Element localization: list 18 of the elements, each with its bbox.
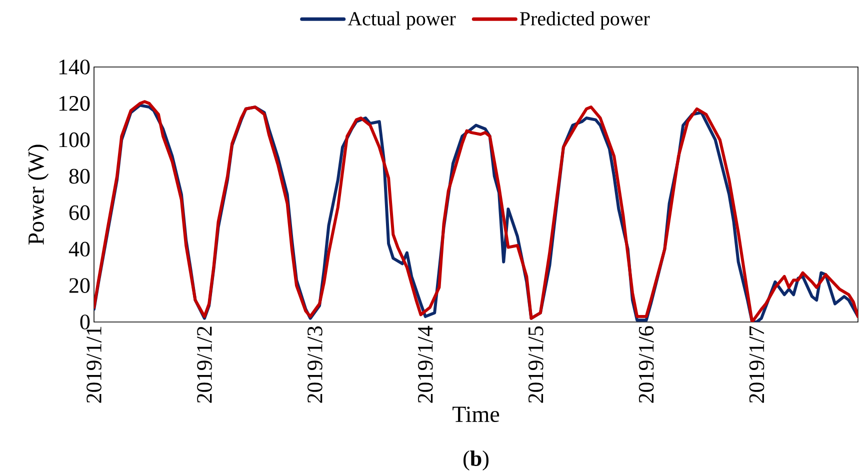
x-tick-label: 2019/1/6 xyxy=(638,326,654,403)
x-axis-title: Time xyxy=(452,406,500,422)
y-tick-label: 20 xyxy=(69,278,90,293)
x-tick-label: 2019/1/5 xyxy=(528,326,544,403)
y-tick-label: 60 xyxy=(69,205,90,220)
y-tick-label: 120 xyxy=(59,96,90,111)
legend-label: Predicted power xyxy=(520,11,650,30)
x-tick-label: 2019/1/4 xyxy=(418,326,433,403)
y-tick-label: 100 xyxy=(59,132,90,148)
y-tick-label: 40 xyxy=(68,242,90,257)
legend-label: Actual power xyxy=(348,11,456,30)
x-tick-label: 2019/1/2 xyxy=(197,326,212,403)
y-tick-label: 80 xyxy=(69,168,90,184)
y-axis-title: Power (W) xyxy=(28,144,49,245)
text: (b) xyxy=(464,450,488,470)
x-tick-label: 2019/1/7 xyxy=(749,326,764,403)
y-tick-label: 140 xyxy=(59,60,90,74)
x-tick-label: 2019/1/3 xyxy=(307,326,322,403)
